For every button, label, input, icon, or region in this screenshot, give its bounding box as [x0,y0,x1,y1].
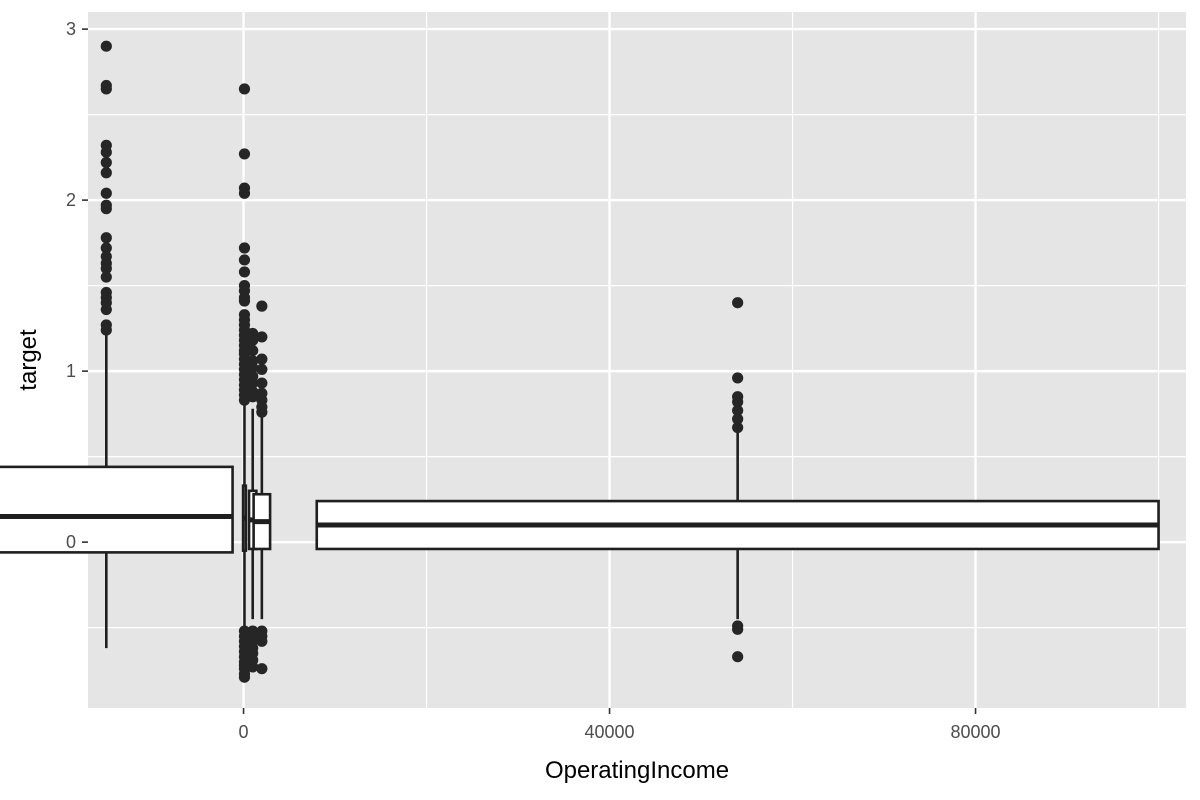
outlier-point [238,671,251,683]
outlier-point [100,232,112,244]
box-iqr [0,465,234,554]
outlier-point [238,295,251,307]
outlier-point [238,148,251,160]
box-group [238,83,251,683]
box-group [252,300,272,675]
outlier-point [100,203,112,215]
outlier-point [247,362,259,374]
x-axis: 0 40000 80000 [239,708,1001,742]
outlier-point [238,83,251,95]
x-tick-label: 80000 [951,722,1001,742]
x-tick-label: 0 [239,722,249,742]
outlier-point [247,377,259,389]
y-tick-label: 1 [66,361,76,381]
outlier-point [100,83,112,95]
box-group [0,40,234,649]
y-axis-title: target [15,329,42,391]
plot-panel [88,12,1186,708]
outlier-point [247,661,259,673]
outlier-point [256,300,268,312]
outlier-point [732,297,744,309]
outlier-point [256,635,268,647]
outlier-point [247,334,259,346]
outlier-point [732,651,744,663]
outlier-point [100,146,112,158]
outlier-point [256,663,268,675]
outlier-point [100,271,112,283]
outlier-point [238,266,251,278]
box-marks [0,40,1160,683]
box-group [247,327,259,673]
y-tick-label: 3 [66,19,76,39]
outlier-point [100,242,112,254]
outlier-point [732,404,744,417]
box-group [315,297,1160,663]
outlier-point [732,421,744,434]
outlier-point [256,331,268,343]
outlier-point [100,156,112,169]
outlier-point [732,623,744,635]
y-tick-label: 2 [66,190,76,210]
outlier-point [247,344,259,357]
outlier-point [100,40,112,52]
outlier-point [238,242,251,254]
outlier-point [247,391,259,403]
outlier-point [100,262,112,275]
outlier-point [100,167,112,179]
outlier-point [732,372,744,384]
outlier-point [256,406,268,418]
outlier-point [256,353,268,365]
outlier-point [732,413,744,425]
x-tick-label: 40000 [585,722,635,742]
outlier-point [238,187,251,199]
y-axis: 0 1 2 3 [66,19,88,552]
y-tick-label: 0 [66,532,76,552]
outlier-point [238,254,251,266]
outlier-point [732,396,744,408]
minor-gridlines [59,12,1186,708]
outlier-point [256,377,268,389]
outlier-point [256,363,268,376]
outlier-point [100,324,112,336]
x-axis-title: OperatingIncome [545,757,729,784]
outlier-point [100,187,112,199]
outlier-point [100,303,112,316]
